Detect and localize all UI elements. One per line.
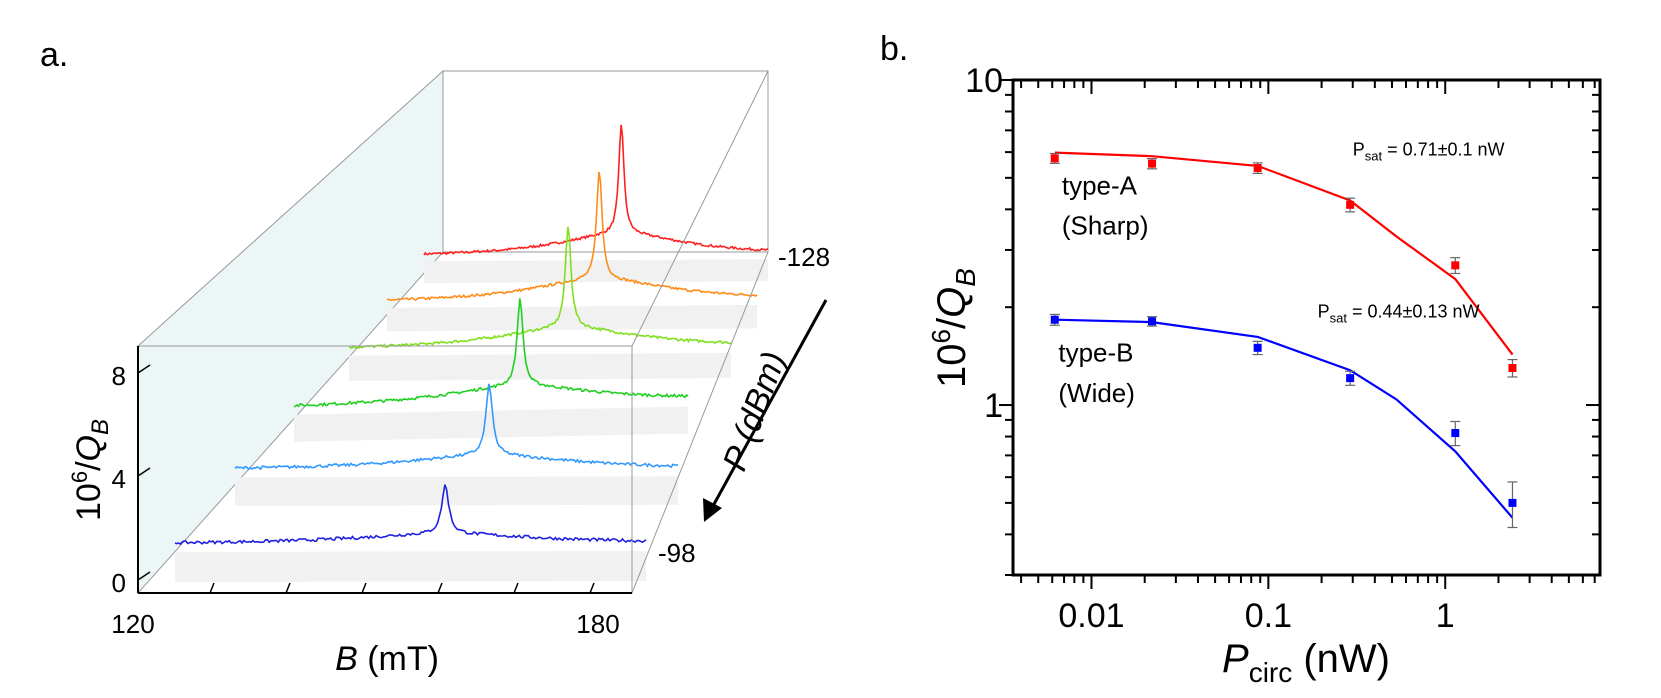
panel-b-label: b. [880,30,908,68]
x-tick-label: 1 [1436,597,1455,635]
x-tick [361,582,367,594]
plot-frame [1011,78,1602,577]
x-tick [437,582,443,594]
z-tick-label: -128 [778,242,830,272]
y-tick-label: 8 [112,361,126,391]
floor-band [349,352,731,381]
panel-a-label: a. [40,36,68,74]
series-label: type-B [1058,338,1133,368]
floor-band [294,406,688,442]
trace-line [348,226,732,350]
y-tick-label: 4 [112,464,126,494]
psat-subscript: sat [1330,310,1348,325]
x-tick [589,582,595,594]
traces [174,124,769,545]
data-point [1451,261,1460,270]
data-point [1050,315,1059,324]
x-tick [513,582,519,594]
data-point [1508,498,1517,507]
psat-symbol: P [1353,140,1365,160]
data-point [1148,317,1157,326]
annotations: type-A (Sharp) Psat = 0.71±0.1 nW type-B (Wi… [1058,140,1504,409]
series-label: type-A [1062,170,1138,200]
arrow-head-icon [703,498,722,522]
box-edge [631,251,769,594]
x-tick-label: 0.1 [1245,597,1292,635]
data-point [1253,343,1262,352]
y-axis-label: 106/QB [67,419,114,521]
series-sublabel: (Wide) [1058,378,1135,408]
tick-labels: 0.01 0.1 1 1 10 [965,62,1455,635]
y-tick [137,467,151,477]
x-tick [209,582,215,594]
data-points [1049,152,1518,529]
x-tick [285,582,291,594]
data-point [1346,200,1355,209]
trace-line [293,298,689,408]
floor-band [424,259,768,284]
psat-subscript: sat [1365,149,1383,164]
data-point [1148,159,1157,168]
trace-line [174,484,647,545]
psat-annotation: Psat = 0.44±0.13 nW [1318,301,1480,325]
floor-band [175,551,646,582]
axis-ticks [137,364,595,594]
fit-curves [1054,151,1514,519]
x-tick-label: 0.01 [1058,597,1124,635]
psat-value: = 0.71±0.1 nW [1382,140,1504,160]
y-tick [137,364,151,374]
panel-b-plot: b. 0.01 0.1 1 1 10 type-A (Sharp) Psat = 0.71±… [880,30,1602,688]
y-tick [137,571,151,581]
box-edge [631,70,769,347]
data-point [1253,164,1262,173]
left-wall [137,69,444,595]
y-tick-label: 1 [984,387,1003,425]
y-tick-label: 0 [112,568,126,598]
data-point [1451,429,1460,438]
panel-a-waterfall: a. 0 4 8 120 180 -128 -98 B (mT) 106/QB … [40,36,830,678]
x-axis-label: B (mT) [335,640,439,678]
floor-bands [175,259,768,582]
data-point [1050,154,1059,163]
psat-value: = 0.44±0.13 nW [1347,301,1479,321]
y-tick-label: 10 [965,62,1003,100]
power-arrow [711,299,828,507]
back-wall [442,70,769,253]
z-tick-label: -98 [658,538,696,568]
axis-ticks [999,79,1600,589]
psat-annotation: Psat = 0.71±0.1 nW [1353,140,1505,164]
data-point [1346,374,1355,383]
psat-symbol: P [1318,301,1330,321]
x-axis-label: Pcirc (nW) [1222,637,1390,688]
trace-line [234,383,679,471]
trace-line [423,124,769,256]
data-point [1508,364,1517,373]
floor-band [235,476,678,506]
x-tick-label: 180 [576,609,619,639]
series-sublabel: (Sharp) [1062,210,1149,240]
y-axis-label: 106/QB [926,268,981,388]
floor-band [387,304,757,332]
x-tick-label: 120 [111,609,154,639]
